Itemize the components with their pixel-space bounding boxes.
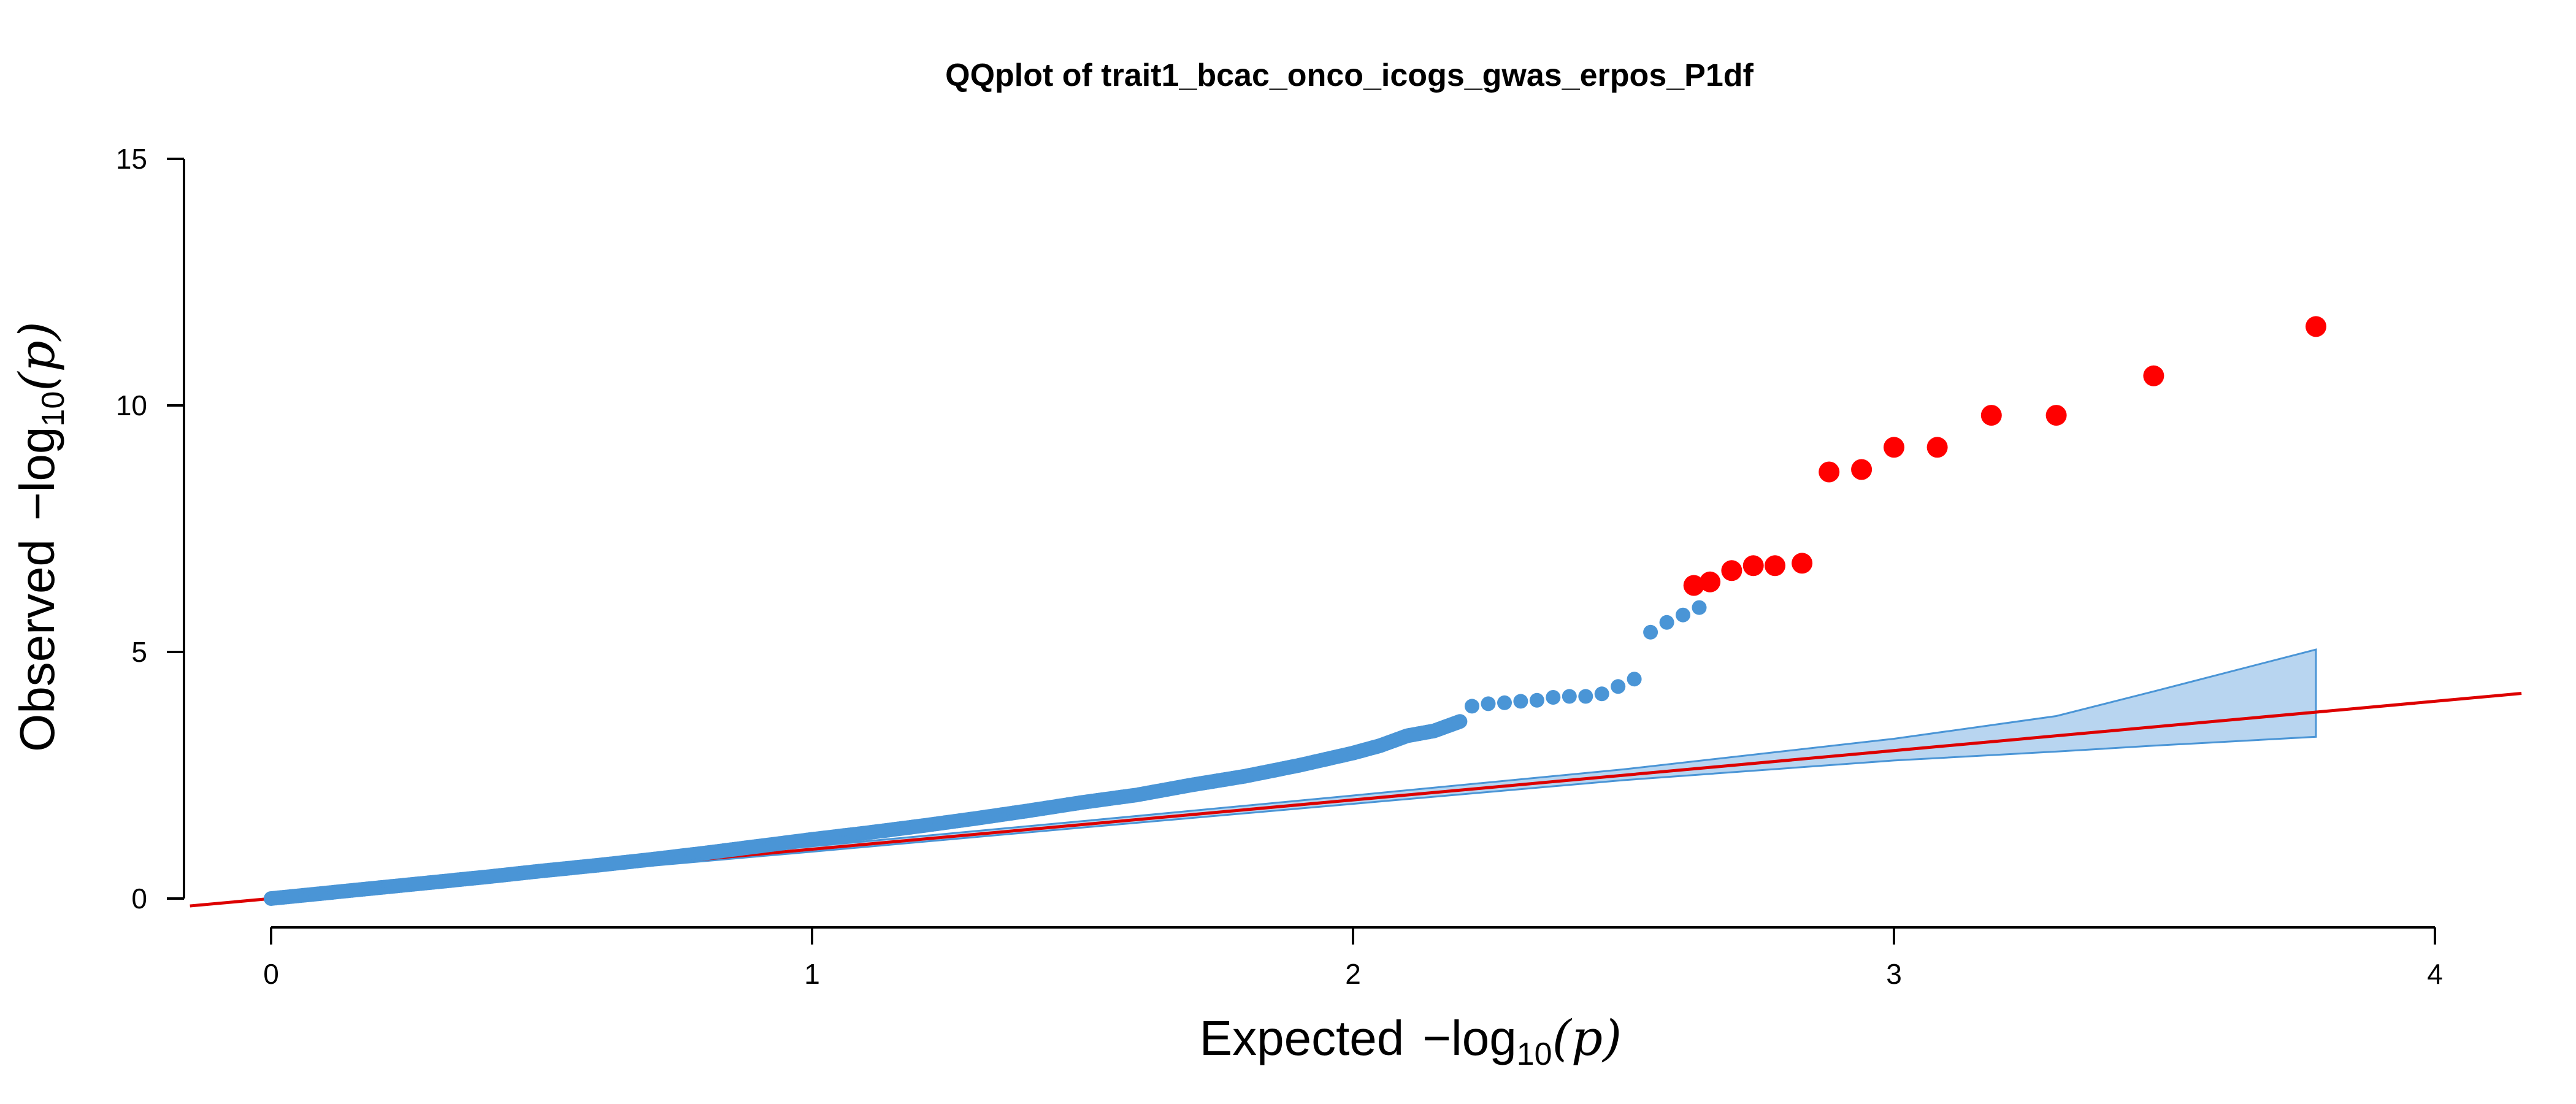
highlighted-point [2143, 365, 2164, 386]
highlighted-point [1819, 461, 1840, 483]
data-point [1676, 607, 1690, 623]
y-tick-label: 5 [131, 636, 147, 668]
data-point [1497, 695, 1512, 710]
axes-layer: 0 1 2 3 4 0 5 10 15 [116, 143, 2443, 990]
highlighted-point [1792, 553, 1813, 574]
data-point [1562, 689, 1577, 704]
y-tick-label: 0 [131, 883, 147, 914]
x-tick-label: 3 [1886, 958, 1902, 990]
highlighted-point [2045, 405, 2067, 426]
data-point [1465, 699, 1479, 714]
data-point [1611, 679, 1626, 694]
confidence-band [270, 648, 2317, 900]
data-point [1513, 694, 1528, 709]
data-point [1594, 686, 1609, 702]
data-point [1546, 690, 1561, 705]
highlighted-point [2306, 316, 2326, 337]
data-point [1529, 692, 1544, 708]
y-axis-label: Observed−log10(p) [9, 321, 71, 752]
highlighted-point [1700, 571, 1721, 592]
points-layer [264, 316, 2326, 906]
data-point [1692, 600, 1707, 615]
chart-title: QQplot of trait1_bcac_onco_icogs_gwas_er… [945, 58, 1754, 93]
highlighted-point [1765, 555, 1785, 577]
highlighted-point [1721, 560, 1742, 581]
data-point [1627, 672, 1642, 687]
data-point [1659, 615, 1674, 630]
x-tick-label: 0 [263, 958, 279, 990]
highlighted-point [1851, 459, 1873, 480]
data-point [1643, 624, 1658, 640]
x-axis-label: Expected −log10(p) [1200, 1010, 1622, 1072]
highlighted-point [1926, 437, 1948, 458]
y-tick-label: 15 [116, 143, 147, 175]
highlighted-point [1683, 575, 1704, 596]
highlighted-point [1884, 437, 1904, 458]
data-point [1481, 696, 1496, 711]
confidence-band-layer [270, 648, 2317, 900]
x-tick-label: 1 [804, 958, 820, 990]
x-tick-label: 4 [2427, 958, 2443, 990]
highlighted-point [1742, 555, 1764, 577]
data-point [1452, 714, 1468, 729]
x-tick-label: 2 [1345, 958, 1361, 990]
y-tick-label: 10 [116, 389, 147, 421]
highlighted-point [1980, 405, 2002, 426]
data-point [1578, 689, 1593, 704]
